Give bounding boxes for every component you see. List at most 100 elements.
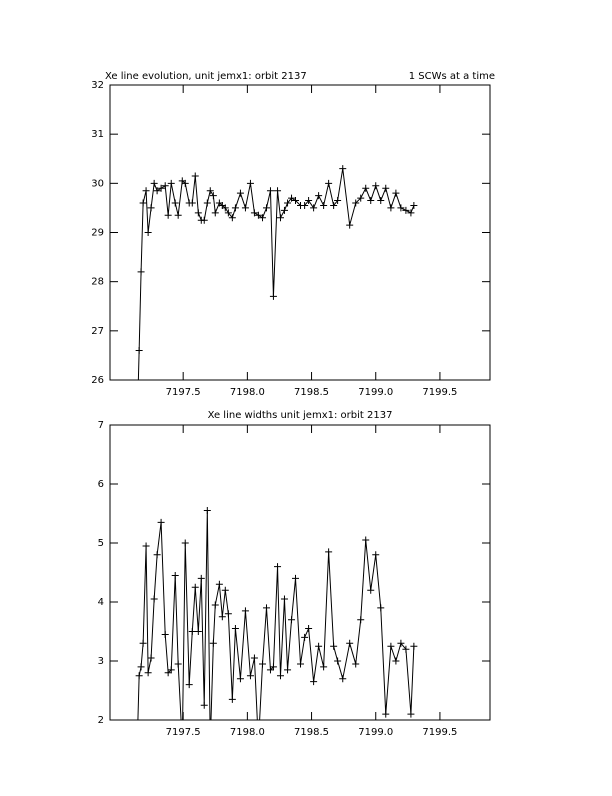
marker [181,179,189,187]
marker [269,292,277,300]
marker [142,542,150,550]
marker [137,663,145,671]
marker [274,563,282,571]
marker [330,201,338,209]
marker [250,209,258,217]
marker [250,654,258,662]
marker [397,639,405,647]
marker [209,639,217,647]
marker [224,209,232,217]
marker [315,642,323,650]
marker [305,197,313,205]
marker [200,701,208,709]
marker [135,672,143,680]
y-tick-label: 28 [91,277,104,288]
marker [346,639,354,647]
marker [274,187,282,195]
marker [377,604,385,612]
marker [211,209,219,217]
plot-frame [109,424,491,721]
marker [292,574,300,582]
marker [188,199,196,207]
marker [246,672,254,680]
marker [292,197,300,205]
y-tick-label: 2 [98,715,104,726]
marker [164,669,172,677]
y-tick-label: 4 [98,597,104,608]
marker [288,194,296,202]
marker [211,601,219,609]
marker [171,199,179,207]
marker [310,204,318,212]
marker [377,197,385,205]
marker [161,630,169,638]
marker [297,660,305,668]
marker [325,179,333,187]
marker [357,194,365,202]
marker [334,197,342,205]
y-tick-label: 29 [91,228,104,239]
y-tick-label: 5 [98,538,104,549]
marker [147,204,155,212]
marker [410,201,418,209]
marker [142,187,150,195]
marker [284,199,292,207]
marker [372,182,380,190]
marker [280,206,288,214]
marker [137,268,145,276]
marker [301,633,309,641]
marker [203,199,211,207]
x-tick-label: 7199.5 [422,387,457,398]
marker [367,586,375,594]
marker [161,182,169,190]
marker [402,206,410,214]
data-line [137,168,415,380]
marker [241,607,249,615]
marker [185,681,193,689]
marker [144,669,152,677]
marker [320,663,328,671]
marker [139,199,147,207]
marker [334,657,342,665]
marker [209,192,217,200]
marker [382,710,390,718]
x-tick-label: 7197.5 [166,727,201,738]
marker [262,204,270,212]
marker [236,189,244,197]
marker [215,580,223,588]
marker [320,201,328,209]
marker [228,214,236,222]
y-tick-label: 27 [91,326,104,337]
y-tick-label: 30 [91,178,104,189]
marker [284,666,292,674]
marker [206,187,214,195]
y-tick-label: 32 [91,80,104,91]
marker [224,610,232,618]
marker [269,663,277,671]
x-tick-label: 7199.0 [358,387,393,398]
marker [352,199,360,207]
marker [188,628,196,635]
marker [367,197,375,205]
x-tick-label: 7198.0 [230,387,265,398]
marker [203,507,211,515]
marker [407,710,415,718]
marker [372,551,380,559]
chart-title: Xe line widths unit jemx1: orbit 2137 [208,410,393,421]
marker [266,666,274,674]
plot-area [135,507,418,720]
marker [346,221,354,229]
x-tick-label: 7198.0 [230,727,265,738]
marker [288,616,296,624]
marker [157,184,165,192]
marker [241,204,249,212]
marker [382,184,390,192]
annotation: 1 SCWs at a time [409,71,495,82]
marker [392,189,400,197]
marker [236,675,244,683]
marker [325,548,333,556]
marker [310,678,318,686]
marker [174,660,182,668]
